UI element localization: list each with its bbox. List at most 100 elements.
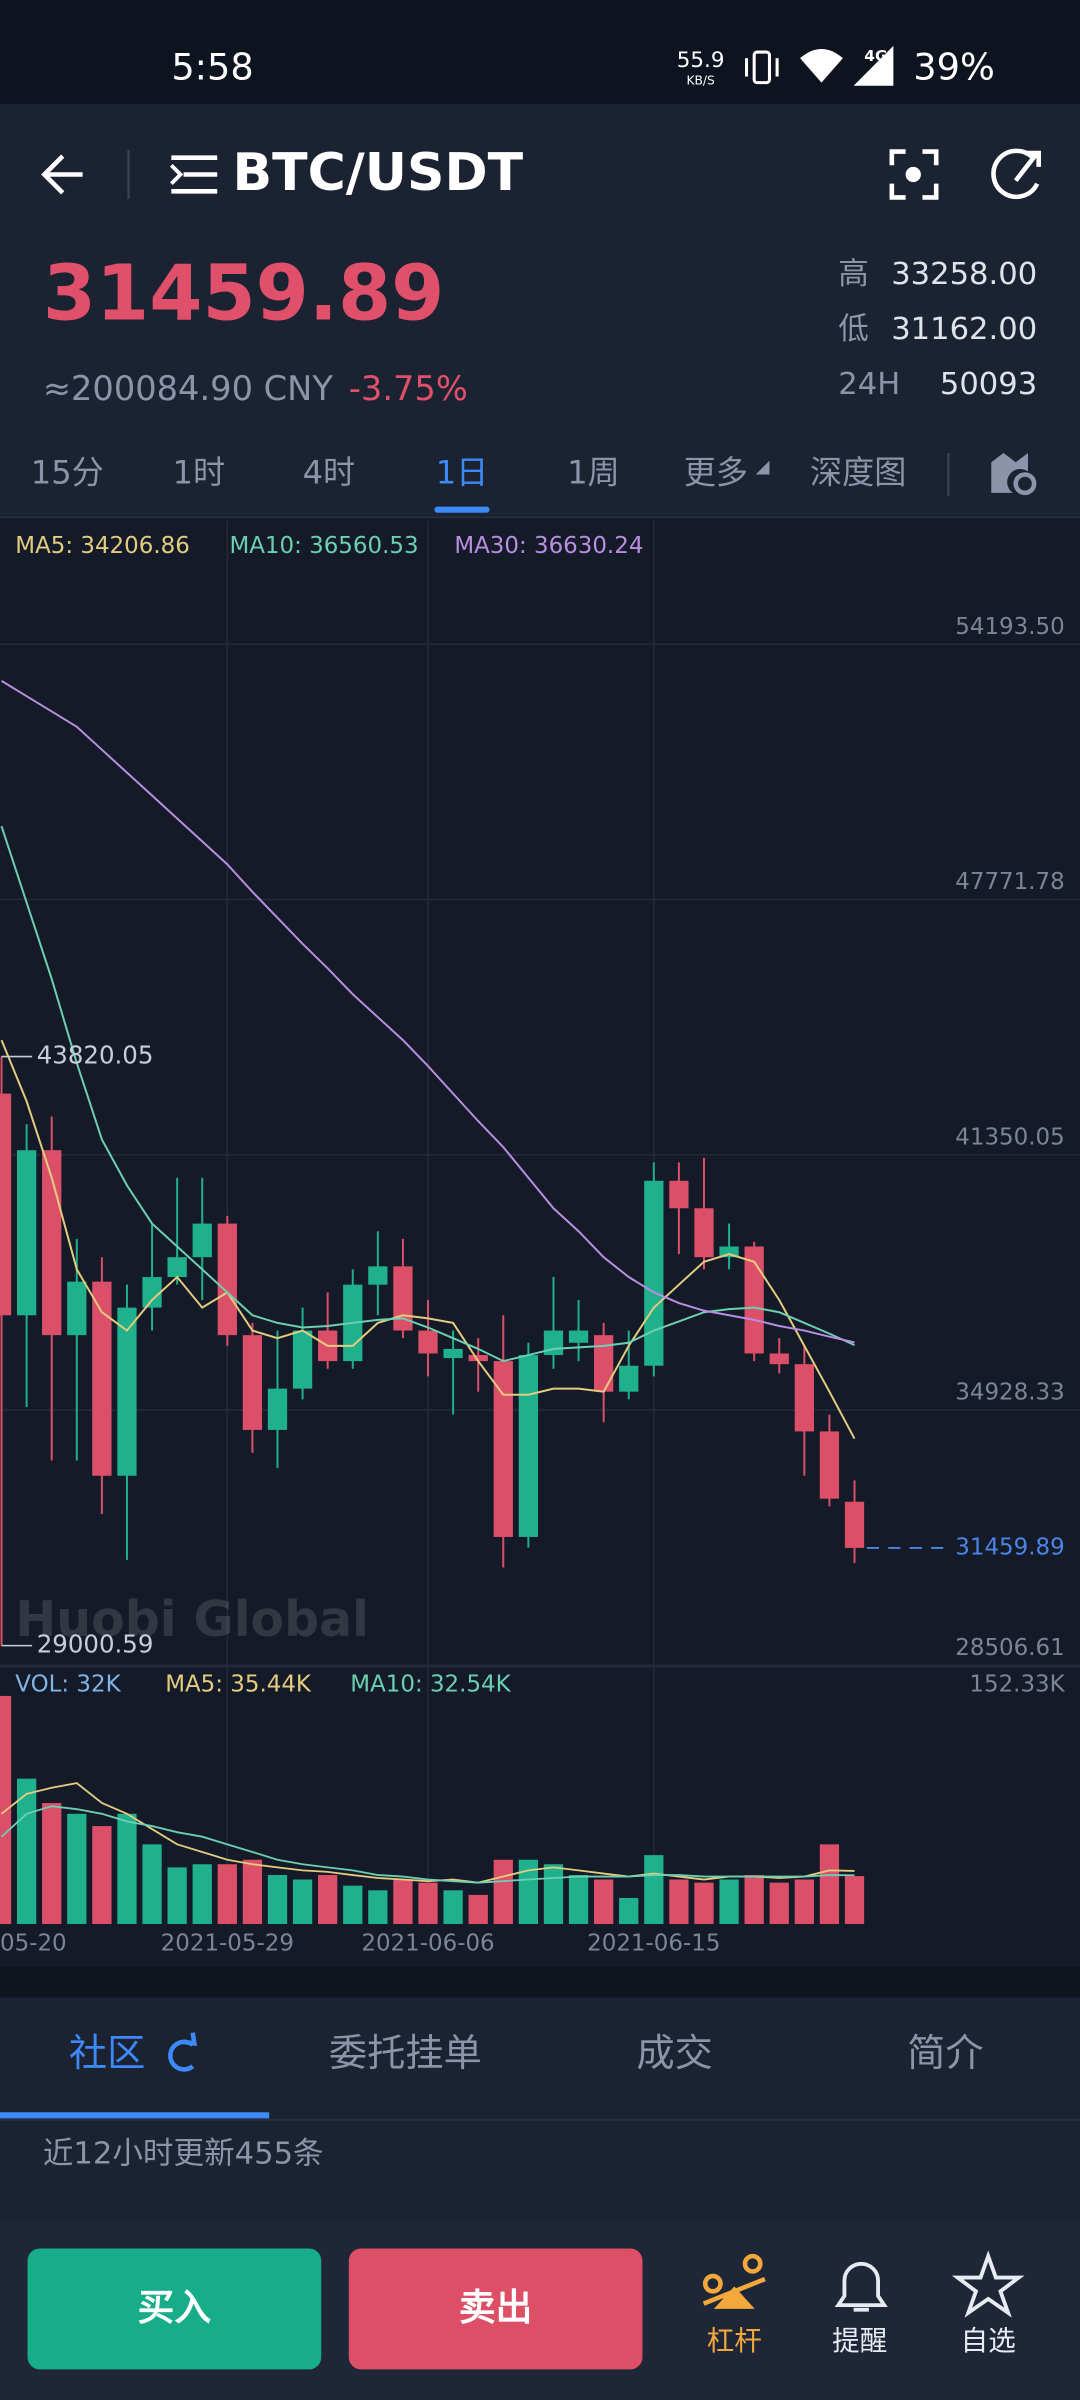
candle-body [142, 1277, 162, 1308]
sell-label[interactable]: 卖出 [459, 2286, 532, 2329]
legend-entry: MA30: 36630.24 [454, 533, 643, 559]
status-network: 4G [864, 47, 887, 65]
gap-bg [0, 1966, 1080, 1998]
candle-body [568, 1330, 589, 1343]
candle-body [16, 1150, 37, 1316]
volume-bar [769, 1882, 789, 1924]
back-button[interactable] [41, 154, 83, 195]
timeframe-tab[interactable]: 深度图 [810, 453, 906, 491]
volume-bar [418, 1882, 438, 1924]
volume-title: VOL: 32K [15, 1672, 121, 1698]
candle-body [819, 1431, 840, 1499]
volume-bar [192, 1864, 212, 1924]
volume-bar [368, 1890, 388, 1924]
timeframe-tab[interactable]: 1时 [173, 453, 226, 491]
candle-body [443, 1348, 463, 1359]
price-change: -3.75% [349, 369, 468, 408]
wifi-icon [800, 48, 843, 83]
status-speed: 55.9 [677, 48, 725, 73]
volume-ma-line [0, 1805, 855, 1884]
candle-body [769, 1353, 789, 1365]
alert-icon[interactable] [834, 2261, 888, 2312]
stat-value: 33258.00 [891, 257, 1037, 292]
leverage-icon[interactable] [702, 2253, 766, 2309]
tool-label[interactable]: 提醒 [832, 2325, 887, 2357]
candle-body [594, 1335, 614, 1392]
section-tab[interactable]: 委托挂单 [329, 2031, 482, 2076]
volume-bar [67, 1813, 87, 1924]
section-tab[interactable]: 成交 [636, 2031, 712, 2076]
volume-bar [844, 1876, 865, 1924]
status-time: 5:58 [171, 45, 253, 88]
status-battery: 39% [913, 45, 995, 88]
menu-icon[interactable] [169, 155, 218, 194]
candle-body [292, 1330, 313, 1389]
tabs-bg [0, 1997, 1080, 2220]
buy-button[interactable] [27, 2248, 322, 2370]
tool-label[interactable]: 自选 [961, 2325, 1016, 2357]
signal-icon [853, 45, 894, 86]
sell-button[interactable] [348, 2248, 643, 2370]
candle-body [744, 1246, 764, 1354]
x-tick-label: 2021-05-29 [161, 1930, 294, 1956]
volume-bar [242, 1859, 263, 1924]
volume-bar [443, 1890, 463, 1924]
section-tab[interactable]: 社区 [69, 2031, 145, 2076]
y-tick-label: 47771.78 [955, 869, 1064, 895]
chart-settings-icon[interactable] [991, 453, 1037, 496]
candle-body [242, 1335, 263, 1430]
ma-line [1, 680, 855, 1344]
low-marker-label: 29000.59 [37, 1630, 154, 1659]
refresh-icon[interactable] [168, 2032, 197, 2072]
candle-body [217, 1223, 237, 1336]
candle-body [844, 1501, 865, 1548]
last-price: 31459.89 [43, 249, 445, 338]
notice: 近12小时更新455条 [43, 2137, 324, 2172]
volume-bar [343, 1885, 363, 1924]
timeframe-tab[interactable]: 15分 [31, 453, 104, 491]
volume-bar [568, 1875, 589, 1924]
volume-bar [794, 1879, 814, 1924]
volume-bar [292, 1879, 313, 1924]
timeframe-tab[interactable]: 4时 [303, 453, 356, 491]
tool-label[interactable]: 杠杆 [707, 2325, 762, 2357]
x-tick-label: 2021-06-15 [587, 1930, 720, 1956]
volume-bar [644, 1855, 664, 1924]
volume-bar [42, 1803, 62, 1924]
candle-body [794, 1364, 814, 1432]
volume-bar [719, 1879, 739, 1924]
candle-body [418, 1330, 438, 1354]
share-button[interactable] [991, 148, 1041, 200]
cny-price: ≈200084.90 CNY [43, 369, 333, 408]
candle-body [669, 1180, 689, 1209]
timeframe-tab[interactable]: 1日 [436, 453, 489, 491]
high-marker-label: 43820.05 [37, 1041, 154, 1070]
stat-value: 50093 [940, 367, 1037, 402]
volume-bar [217, 1864, 237, 1924]
volume-legend-entry: MA5: 35.44K [165, 1672, 312, 1698]
more-triangle [755, 460, 770, 475]
legend-entry: MA10: 36560.53 [229, 533, 418, 559]
last-price-label: 31459.89 [955, 1534, 1064, 1560]
timeframe-tab[interactable]: 1周 [567, 453, 620, 491]
watermark: Huobi Global [15, 1591, 369, 1648]
favorite-icon[interactable] [951, 2250, 1025, 2318]
volume-bar [267, 1875, 288, 1924]
volume-bar [594, 1879, 614, 1924]
volume-bar [694, 1882, 714, 1924]
candle-body [644, 1180, 664, 1366]
volume-bar [393, 1879, 413, 1924]
section-tab[interactable]: 简介 [907, 2031, 983, 2076]
volume-bar [518, 1859, 539, 1924]
buy-label[interactable]: 买入 [138, 2286, 212, 2329]
candle-body [92, 1281, 112, 1476]
candle-body [719, 1246, 739, 1258]
x-tick-label: 05-20 [0, 1930, 67, 1956]
scan-button[interactable] [889, 149, 939, 200]
candle-body [267, 1388, 288, 1430]
volume-bar [543, 1864, 564, 1924]
volume-bar [92, 1826, 112, 1924]
timeframe-tab[interactable]: 更多 [684, 453, 748, 491]
